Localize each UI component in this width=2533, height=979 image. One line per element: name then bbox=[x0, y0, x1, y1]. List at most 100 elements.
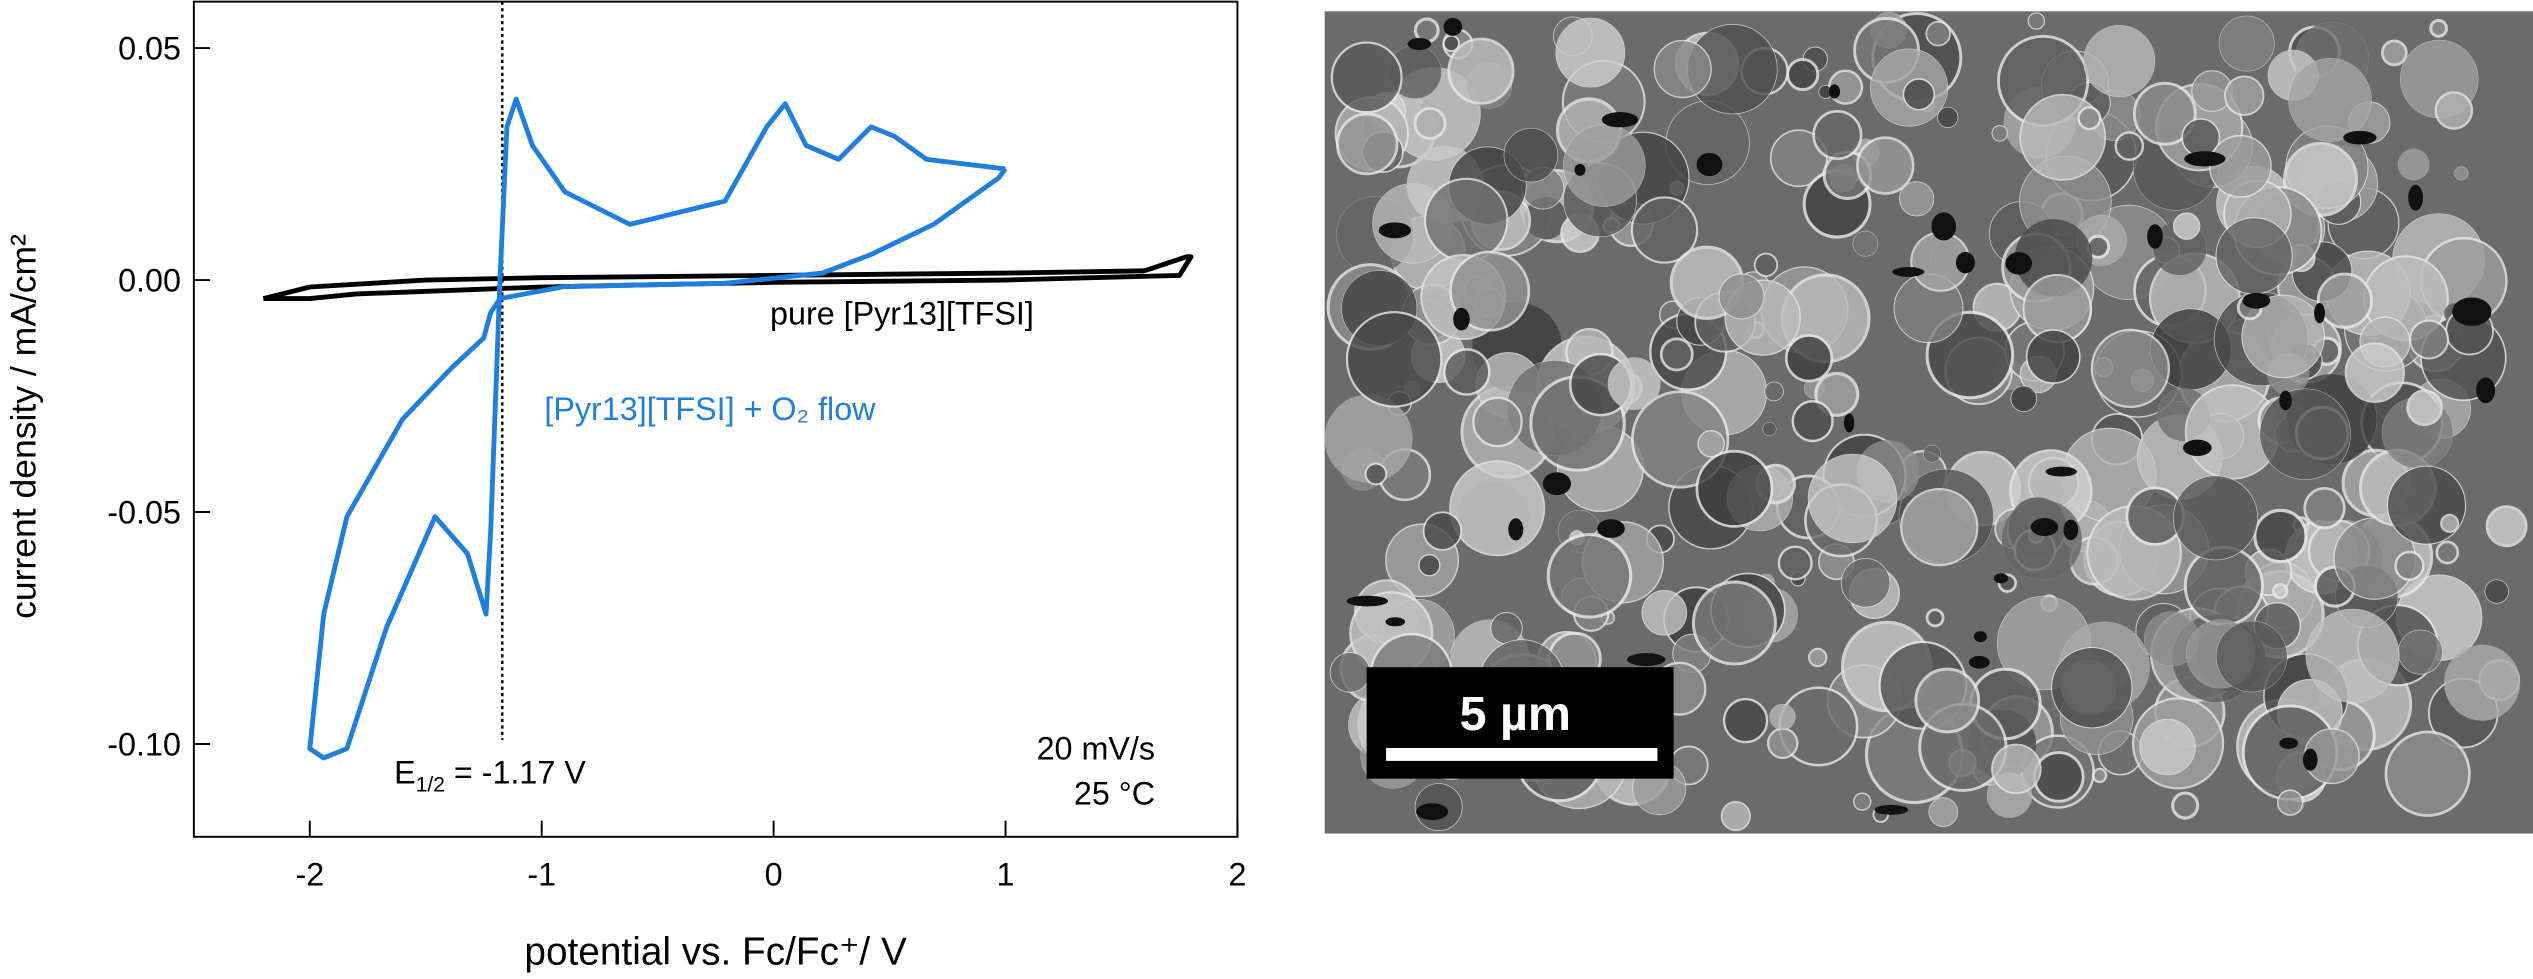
texture bbox=[1856, 136, 1915, 195]
x-tick-label: -2 bbox=[295, 856, 324, 892]
label-part: E bbox=[394, 755, 416, 791]
texture bbox=[2173, 475, 2259, 561]
texture bbox=[1607, 357, 1661, 411]
texture bbox=[2090, 328, 2170, 409]
texture bbox=[1764, 381, 1784, 402]
texture bbox=[2215, 620, 2288, 693]
texture bbox=[1791, 400, 1834, 443]
y-tick-label: -0.10 bbox=[107, 726, 181, 762]
y-axis-label: current density / mA/cm² bbox=[4, 234, 44, 619]
pore bbox=[1385, 617, 1406, 627]
vline-label: E1/2 = -1.17 V bbox=[394, 755, 586, 797]
texture bbox=[2397, 148, 2430, 181]
texture bbox=[1925, 20, 1951, 47]
texture bbox=[1449, 460, 1546, 557]
texture bbox=[1449, 250, 1531, 332]
texture bbox=[2027, 12, 2046, 30]
label-sub: 1/2 bbox=[416, 774, 445, 797]
texture bbox=[2218, 15, 2275, 72]
texture bbox=[1345, 311, 1443, 408]
texture bbox=[2208, 134, 2272, 198]
texture bbox=[1364, 462, 1388, 486]
pore bbox=[1542, 472, 1571, 496]
texture bbox=[2172, 212, 2201, 240]
scale-bar bbox=[1386, 747, 1658, 761]
texture bbox=[2077, 106, 2102, 131]
texture bbox=[2386, 465, 2467, 545]
pore bbox=[2045, 466, 2077, 477]
texture bbox=[1490, 611, 1523, 645]
texture bbox=[2271, 582, 2289, 600]
texture bbox=[1914, 667, 1981, 734]
texture bbox=[2394, 550, 2425, 581]
texture bbox=[1691, 580, 1777, 666]
series-line bbox=[262, 254, 1194, 302]
texture bbox=[1442, 348, 1491, 396]
texture bbox=[1812, 109, 1863, 161]
texture bbox=[1335, 112, 1399, 176]
texture bbox=[2139, 718, 2196, 776]
texture bbox=[1991, 743, 2042, 795]
texture bbox=[1786, 57, 1820, 92]
texture bbox=[1777, 545, 1813, 581]
x-tick-label: 0 bbox=[765, 856, 783, 892]
pore bbox=[1968, 655, 1990, 669]
pore bbox=[1346, 595, 1389, 607]
texture bbox=[2344, 342, 2405, 403]
texture bbox=[2033, 751, 2085, 803]
pore bbox=[1931, 212, 1957, 241]
texture bbox=[2224, 75, 2265, 116]
pore bbox=[2063, 519, 2079, 541]
texture bbox=[2485, 505, 2528, 548]
pore bbox=[2030, 518, 2059, 537]
texture bbox=[2380, 39, 2408, 67]
texture bbox=[1902, 78, 1936, 111]
texture bbox=[2303, 486, 2346, 530]
pore bbox=[1892, 267, 1925, 277]
pore bbox=[1828, 84, 1841, 99]
texture bbox=[2091, 767, 2108, 784]
pore bbox=[2279, 737, 2299, 749]
texture bbox=[2025, 329, 2081, 384]
texture bbox=[2083, 25, 2156, 98]
texture bbox=[2171, 791, 2200, 820]
pore bbox=[2314, 303, 2325, 324]
texture bbox=[1422, 511, 1463, 551]
pore bbox=[1973, 631, 1988, 643]
texture bbox=[2132, 81, 2197, 146]
texture bbox=[2434, 91, 2474, 130]
texture bbox=[1762, 421, 1777, 437]
pore bbox=[2005, 252, 2033, 275]
texture bbox=[1329, 652, 1371, 693]
texture bbox=[1814, 371, 1860, 417]
texture bbox=[2406, 389, 2443, 426]
texture bbox=[2397, 629, 2443, 675]
texture bbox=[2241, 294, 2325, 379]
texture bbox=[1563, 124, 1646, 207]
pore bbox=[1597, 519, 1625, 538]
texture bbox=[2435, 540, 2460, 565]
texture bbox=[1546, 533, 1633, 619]
texture bbox=[1659, 337, 1694, 372]
texture bbox=[1718, 273, 1765, 320]
texture bbox=[2215, 217, 2293, 295]
texture bbox=[1923, 444, 1941, 463]
series-label: [Pyr13][TFSI] + O₂ flow bbox=[544, 391, 876, 427]
texture bbox=[1722, 698, 1769, 744]
texture bbox=[1925, 608, 1945, 628]
pore bbox=[1443, 17, 1463, 36]
texture bbox=[1928, 797, 1959, 827]
texture bbox=[2316, 272, 2373, 329]
texture bbox=[1853, 792, 1872, 811]
pore bbox=[1416, 803, 1449, 821]
texture bbox=[2288, 58, 2372, 142]
pore bbox=[2408, 184, 2424, 211]
pore bbox=[2242, 292, 2271, 309]
pore bbox=[1627, 653, 1666, 667]
texture bbox=[2484, 579, 2509, 604]
pore bbox=[1843, 413, 1855, 433]
scale-bar-label: 5 µm bbox=[1460, 687, 1571, 741]
texture bbox=[1631, 390, 1730, 489]
